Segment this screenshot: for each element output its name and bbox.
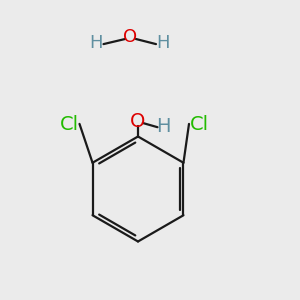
Text: Cl: Cl xyxy=(59,115,79,134)
Text: O: O xyxy=(130,112,146,131)
Text: H: H xyxy=(89,34,103,52)
Text: Cl: Cl xyxy=(190,115,209,134)
Text: H: H xyxy=(156,117,171,136)
Text: O: O xyxy=(123,28,138,46)
Text: H: H xyxy=(157,34,170,52)
